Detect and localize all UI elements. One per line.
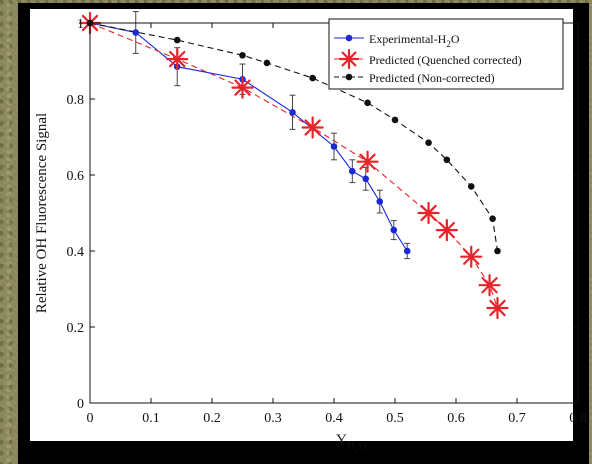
data-point-noncorrected <box>489 215 496 222</box>
y-tick-label: 0.6 <box>67 169 85 184</box>
legend-label-experimental-subscript: 2 <box>446 39 451 49</box>
legend-marker-noncorrected <box>345 73 353 81</box>
y-tick-label: 0.2 <box>67 321 85 336</box>
data-point-quenched <box>356 150 379 173</box>
data-point-noncorrected <box>443 156 451 164</box>
axis-layer: 0 0.1 0.2 0.3 0.4 0.5 0.6 0.7 0.8 0 0.2 0.4 0.6 0.8 1 <box>67 17 587 426</box>
data-point-noncorrected <box>425 139 432 146</box>
x-tick-label: 0.6 <box>447 411 465 426</box>
data-point-quenched <box>231 76 254 99</box>
x-axis-label-main: Y <box>336 432 347 448</box>
data-point-experimental <box>289 109 296 116</box>
y-tick-label: 0.4 <box>67 245 85 260</box>
chart-frame: 0 0.1 0.2 0.3 0.4 0.5 0.6 0.7 0.8 0 0.2 0.4 0.6 0.8 1 … <box>18 3 589 464</box>
data-point-noncorrected <box>494 247 501 255</box>
data-point-noncorrected <box>173 36 181 44</box>
legend: Experimental-H2O Predicted (Quenched cor… <box>328 18 564 90</box>
x-tick-label: 0 <box>87 411 94 426</box>
series-line-quenched <box>89 22 498 309</box>
asterisk-stroke <box>463 248 480 265</box>
data-point-noncorrected <box>309 74 316 82</box>
asterisk-stroke <box>341 51 357 67</box>
data-point-experimental <box>362 175 370 183</box>
data-point-experimental <box>376 198 384 205</box>
x-axis-label-subscript: H <box>347 440 355 452</box>
data-point-quenched <box>301 116 324 139</box>
x-tick-label: 0.2 <box>203 411 221 426</box>
data-point-noncorrected <box>364 99 371 107</box>
asterisk-stroke <box>489 299 506 317</box>
legend-marker-experimental <box>345 34 353 42</box>
x-axis-label: YH2O <box>336 432 367 454</box>
data-point-quenched <box>435 219 458 242</box>
x-axis-label-subscript-tail: O <box>359 440 367 452</box>
asterisk-stroke <box>359 153 376 170</box>
data-point-experimental <box>132 29 140 36</box>
data-point-quenched <box>166 47 189 71</box>
data-point-experimental <box>403 247 411 255</box>
y-axis-label: Relative OH Fluorescence Signal <box>34 113 50 313</box>
data-point-quenched <box>460 245 483 268</box>
asterisk-stroke <box>438 221 456 239</box>
y-tick-label: 1 <box>77 17 84 32</box>
data-point-experimental <box>390 226 398 234</box>
x-tick-label: 0.5 <box>386 411 404 426</box>
y-tick-label: 0 <box>77 397 84 412</box>
legend-label-quenched: Predicted (Quenched corrected) <box>369 53 522 67</box>
asterisk-stroke <box>234 79 251 96</box>
legend-label-experimental-tail: O <box>451 32 460 46</box>
data-point-quenched <box>478 274 501 297</box>
data-point-noncorrected <box>467 183 475 190</box>
plot-layer <box>78 11 509 320</box>
x-tick-label: 0.1 <box>142 411 160 426</box>
data-point-quenched <box>417 201 440 225</box>
legend-box <box>328 18 564 90</box>
legend-label-experimental-main: Experimental-H <box>369 32 447 46</box>
chart-svg: 0 0.1 0.2 0.3 0.4 0.5 0.6 0.7 0.800.20.40.60.81 … <box>30 9 587 454</box>
x-tick-label: 0.8 <box>569 411 587 426</box>
data-point-experimental <box>330 143 338 150</box>
x-tick-label: 0.4 <box>325 411 343 426</box>
data-point-noncorrected <box>239 52 246 59</box>
legend-label-experimental: Experimental-H2O <box>369 32 460 49</box>
data-point-experimental <box>349 167 356 175</box>
asterisk-stroke <box>420 204 437 222</box>
data-point-quenched <box>486 296 509 320</box>
x-tick-label: 0.3 <box>264 411 282 426</box>
legend-marker-quenched <box>338 48 360 70</box>
asterisk-stroke <box>304 119 321 136</box>
data-point-noncorrected <box>263 59 271 67</box>
data-point-noncorrected <box>391 116 399 124</box>
asterisk-stroke <box>481 277 498 294</box>
x-tick-label: 0.7 <box>508 411 526 426</box>
y-tick-label: 0.8 <box>67 93 85 108</box>
asterisk-stroke <box>169 50 186 68</box>
x-axis-label-subscript-digit: 2 <box>355 445 359 454</box>
legend-label-noncorrected: Predicted (Non-corrected) <box>369 71 495 85</box>
series-line-noncorrected <box>89 22 499 252</box>
